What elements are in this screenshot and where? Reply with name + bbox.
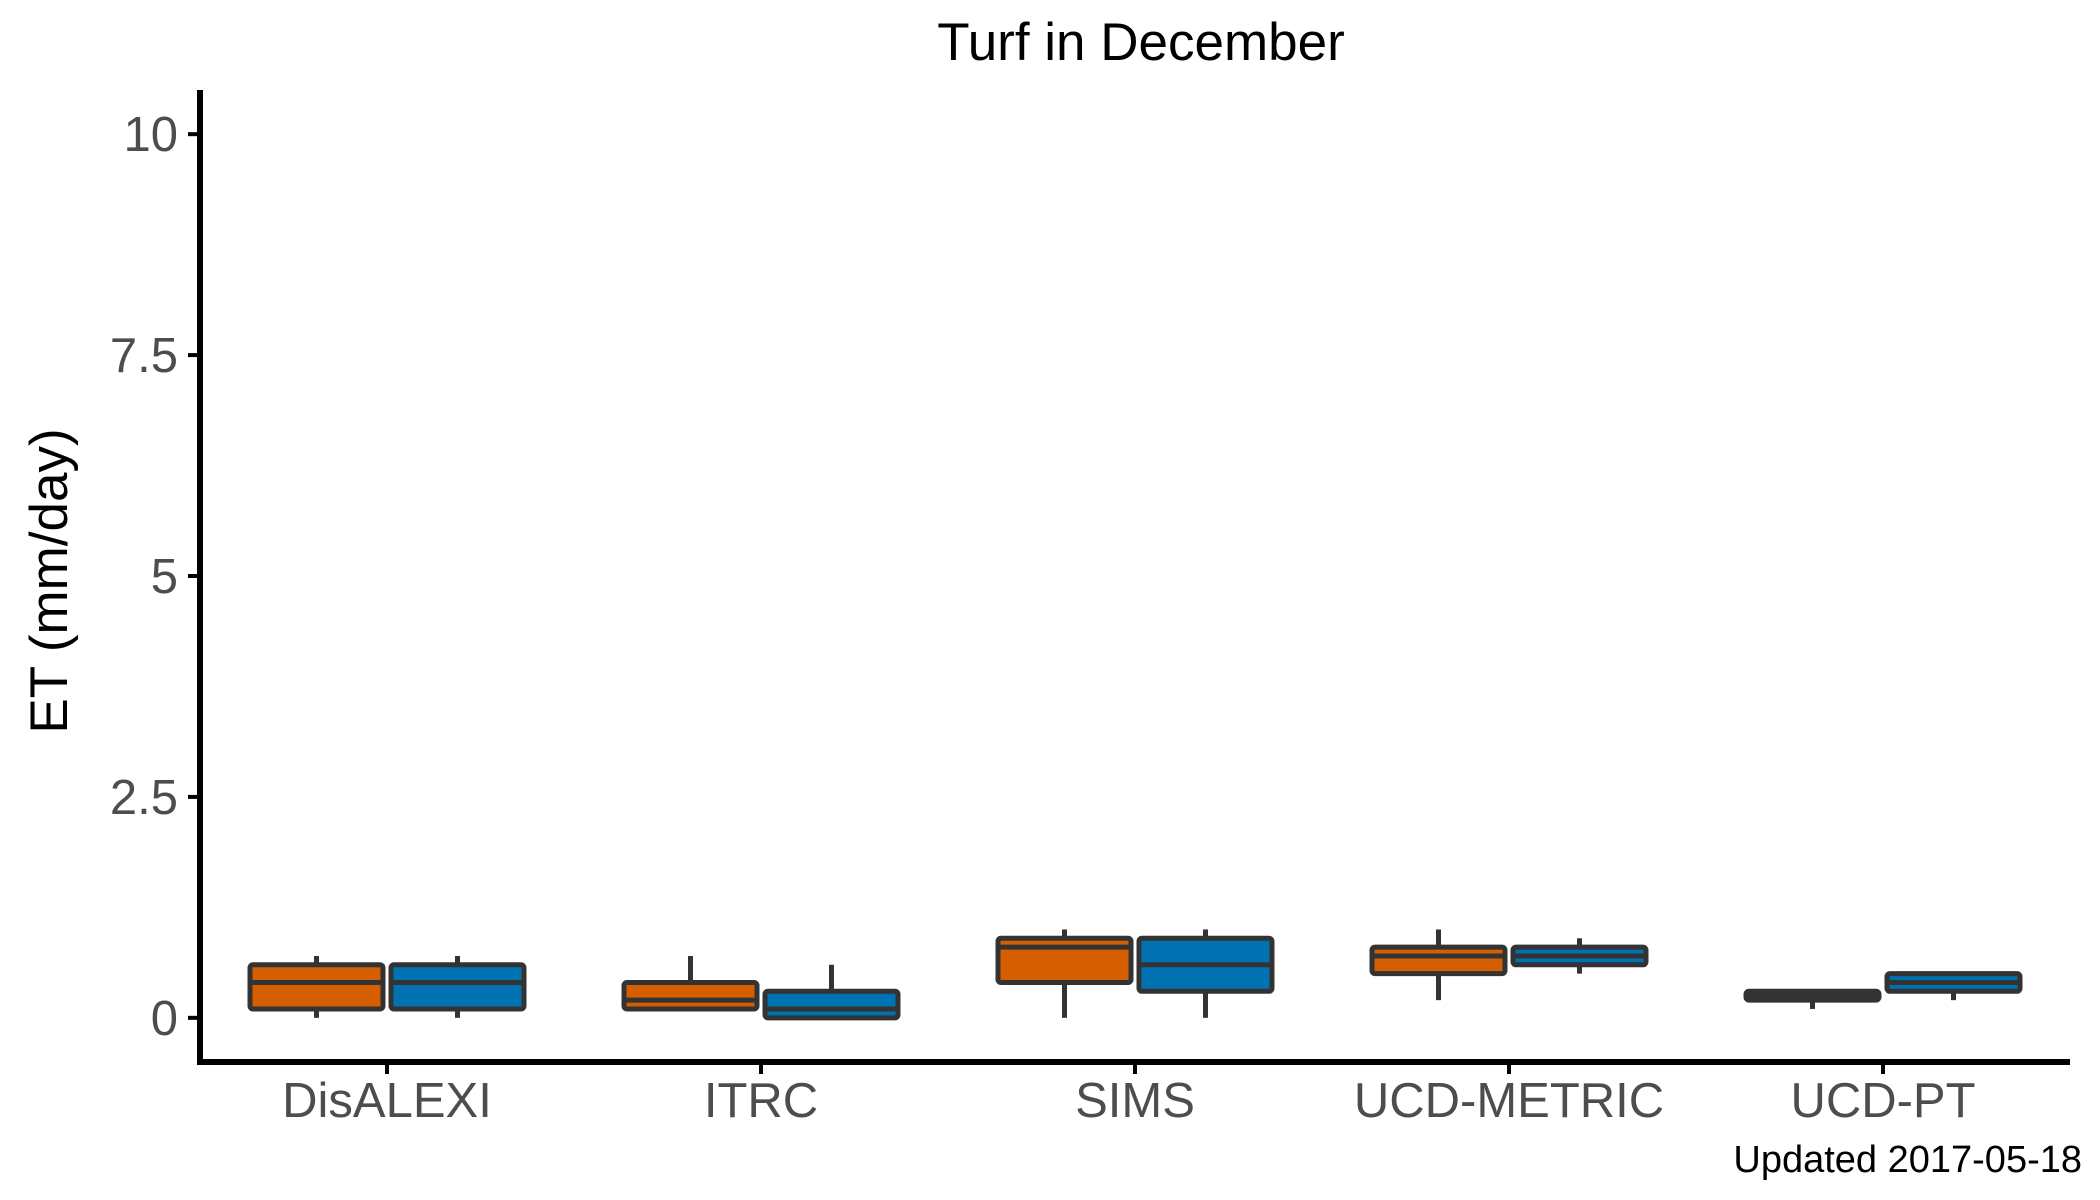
y-tick-label: 2.5 — [110, 771, 178, 825]
updated-footnote: Updated 2017-05-18 — [1733, 1139, 2082, 1181]
y-tick-label: 10 — [123, 108, 178, 162]
x-axis-ticks: DisALEXI ITRC SIMS UCD-METRIC UCD-PT — [282, 1062, 1976, 1128]
box-body — [762, 988, 901, 1021]
box — [1136, 929, 1275, 1018]
chart-title: Turf in December — [937, 13, 1344, 72]
box-body — [1369, 944, 1508, 977]
box-series — [247, 929, 2023, 1021]
box — [621, 955, 760, 1012]
y-tick-label: 5 — [151, 550, 178, 604]
x-tick-label: UCD-METRIC — [1354, 1074, 1664, 1128]
y-tick-label: 7.5 — [110, 329, 178, 383]
box — [388, 955, 527, 1018]
box — [1369, 929, 1508, 1001]
box-body — [388, 962, 527, 1012]
box-body — [621, 979, 760, 1012]
x-tick-label: DisALEXI — [282, 1074, 492, 1128]
box — [1884, 971, 2023, 1001]
x-tick-label: UCD-PT — [1790, 1074, 1975, 1128]
box — [1743, 988, 1882, 1009]
y-axis-label: ET (mm/day) — [20, 428, 79, 733]
box — [995, 929, 1134, 1018]
y-tick-label: 0 — [151, 992, 178, 1046]
x-tick-label: ITRC — [704, 1074, 818, 1128]
y-axis-ticks: 0 2.5 5 7.5 10 — [110, 108, 200, 1046]
box — [1510, 938, 1649, 974]
x-tick-label: SIMS — [1075, 1074, 1195, 1128]
box — [247, 955, 386, 1018]
box-body — [247, 962, 386, 1012]
box — [762, 964, 901, 1021]
